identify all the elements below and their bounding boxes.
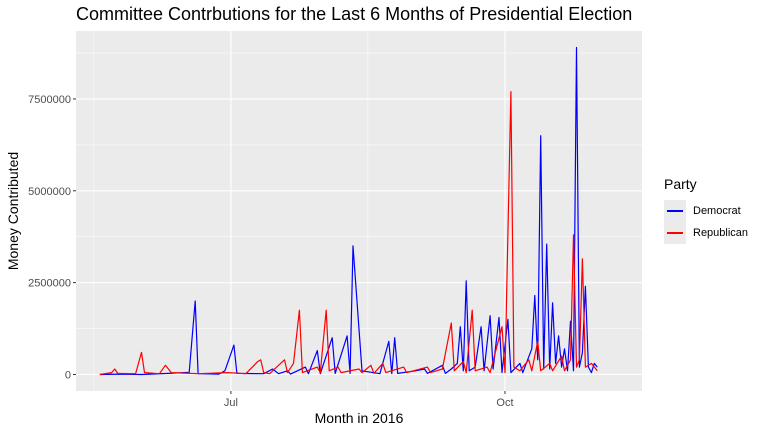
chart-title: Committee Contrbutions for the Last 6 Mo… (76, 4, 633, 24)
legend-item-democrat: Democrat (664, 200, 748, 222)
legend-title: Party (664, 176, 697, 192)
y-tick-label: 0 (65, 369, 71, 381)
x-axis: Jul Oct (224, 391, 514, 409)
y-tick-label: 5000000 (28, 186, 71, 198)
series-layer (99, 46, 598, 376)
x-tick-label: Jul (224, 397, 238, 409)
y-tick-label: 7500000 (28, 94, 71, 106)
legend-key-republican (664, 222, 686, 244)
legend-label-democrat: Democrat (693, 205, 741, 217)
series-line-democrat (99, 46, 598, 376)
y-axis-title: Money Contributed (5, 152, 21, 270)
y-axis: 0 2500000 5000000 7500000 (28, 94, 76, 381)
legend-label-republican: Republican (693, 227, 749, 239)
legend-key-democrat (664, 200, 686, 222)
x-axis-title: Month in 2016 (315, 410, 404, 426)
series-line-republican (99, 90, 598, 376)
y-tick-label: 2500000 (28, 278, 71, 290)
x-tick-label: Oct (496, 397, 513, 409)
legend-item-republican: Republican (664, 222, 748, 244)
legend: Party Democrat Republican (664, 176, 748, 244)
